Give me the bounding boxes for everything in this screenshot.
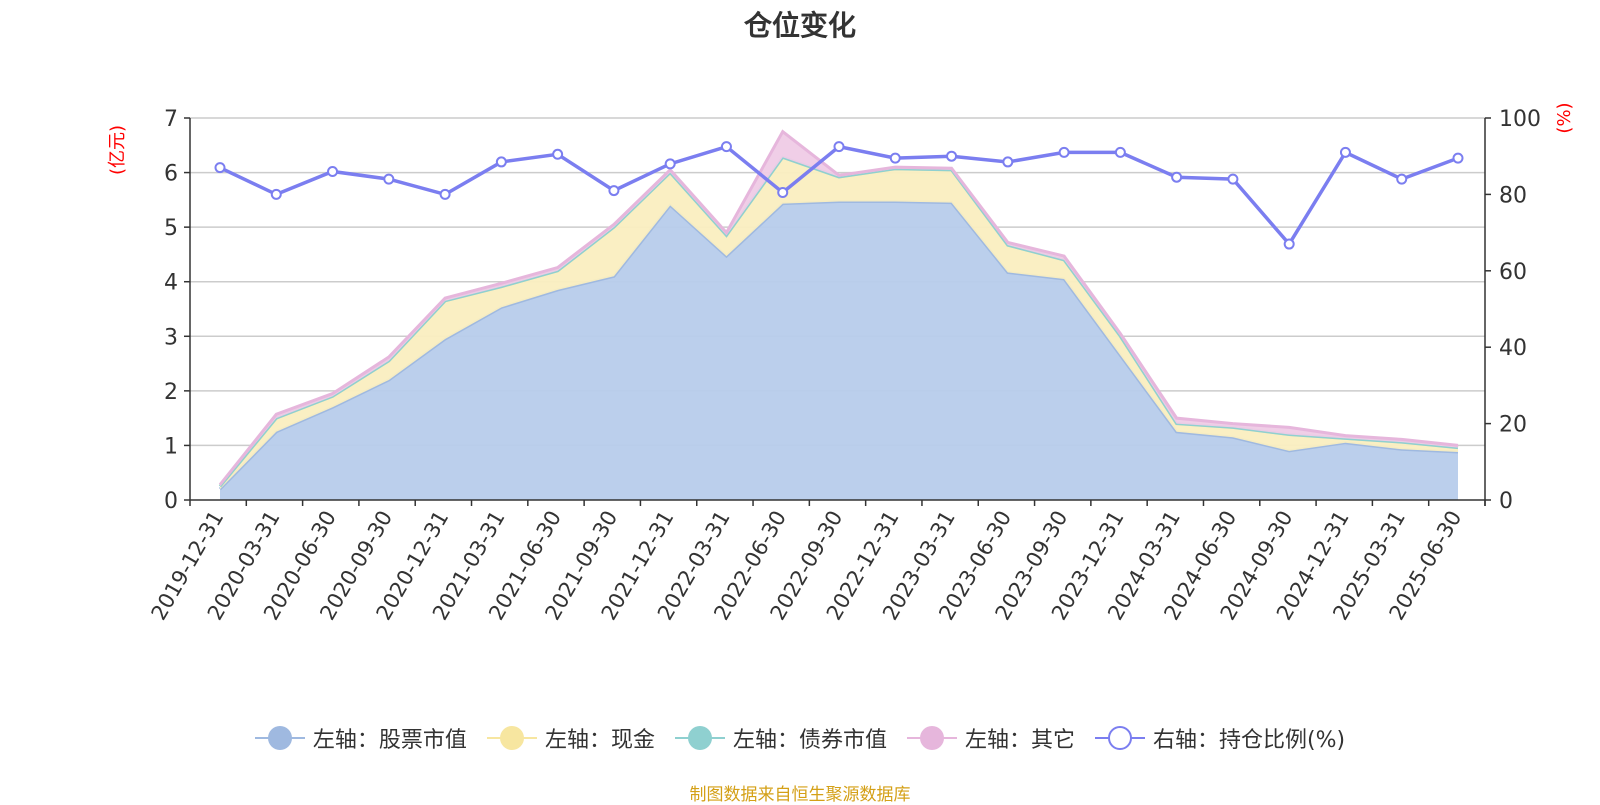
chart-title: 仓位变化 [743, 9, 856, 42]
ratio-point [608, 185, 620, 197]
legend-label: 左轴：债券市值 [732, 728, 887, 753]
ratio-point [214, 162, 226, 174]
left-tick-label: 5 [164, 216, 178, 241]
ratio-point [1171, 171, 1183, 183]
ratio-point [270, 188, 282, 200]
ratio-point [1002, 156, 1014, 168]
right-tick-label: 0 [1499, 489, 1513, 514]
legend-item-stock[interactable]: 左轴：股票市值 [254, 722, 467, 754]
cash-area [220, 157, 1458, 490]
right-axis-unit: (%) [1554, 102, 1575, 133]
ratio-point [439, 188, 451, 200]
legend: 左轴：股票市值 左轴：现金 左轴：债券市值 左轴：其它 右轴：持仓比例(%) [0, 722, 1600, 754]
ratio-point [889, 152, 901, 164]
ratio-point [1396, 173, 1408, 185]
legend-item-other[interactable]: 左轴：其它 [906, 722, 1075, 754]
filled-circle-icon [486, 726, 537, 750]
ratio-point [383, 173, 395, 185]
ratio-point [552, 148, 564, 160]
right-tick-label: 40 [1499, 336, 1527, 361]
ratio-point [495, 156, 507, 168]
chart-canvas: 012345670204060801002019-12-312020-03-31… [107, 102, 1575, 624]
legend-label: 左轴：现金 [544, 728, 655, 753]
legend-label: 左轴：其它 [964, 728, 1075, 753]
ratio-point [720, 141, 732, 153]
hollow-circle-icon [1094, 726, 1145, 750]
right-tick-label: 80 [1499, 183, 1527, 208]
legend-label: 右轴：持仓比例(%) [1152, 728, 1346, 753]
ratio-point [1283, 238, 1295, 250]
filled-circle-icon [674, 726, 725, 750]
ratio-point [833, 141, 845, 153]
stock-area [220, 201, 1458, 500]
ratio-point [1114, 146, 1126, 158]
left-tick-label: 4 [164, 271, 178, 296]
ratio-point [777, 186, 789, 198]
left-tick-label: 2 [164, 380, 178, 405]
filled-circle-icon [906, 726, 957, 750]
left-tick-label: 3 [164, 325, 178, 350]
source-note: 制图数据来自恒生聚源数据库 [689, 785, 911, 805]
right-tick-label: 100 [1499, 107, 1541, 132]
filled-circle-icon [254, 726, 305, 750]
ratio-point [664, 158, 676, 170]
ratio-point [327, 165, 339, 177]
ratio-point [1339, 146, 1351, 158]
right-tick-label: 20 [1499, 413, 1527, 438]
legend-label: 左轴：股票市值 [312, 728, 467, 753]
ratio-point [1452, 152, 1464, 164]
ratio-point [1227, 173, 1239, 185]
legend-item-bond[interactable]: 左轴：债券市值 [674, 722, 887, 754]
left-tick-label: 0 [164, 489, 178, 514]
ratio-point [1058, 146, 1070, 158]
left-tick-label: 1 [164, 434, 178, 459]
legend-item-ratio[interactable]: 右轴：持仓比例(%) [1094, 722, 1346, 754]
legend-item-cash[interactable]: 左轴：现金 [486, 722, 655, 754]
right-tick-label: 60 [1499, 260, 1527, 285]
other-area-edge [218, 129, 1459, 486]
ratio-point [946, 150, 958, 162]
left-tick-label: 6 [164, 162, 178, 187]
left-axis-unit: (亿元) [107, 125, 128, 175]
left-tick-label: 7 [164, 107, 178, 132]
